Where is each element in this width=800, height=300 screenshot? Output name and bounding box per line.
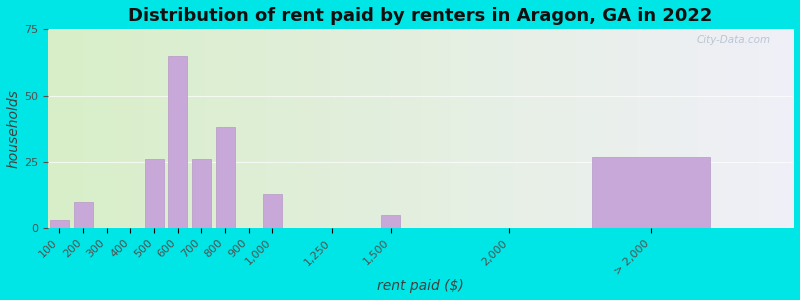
Y-axis label: households: households <box>7 89 21 168</box>
Bar <box>382 215 400 228</box>
Bar <box>50 220 69 228</box>
Bar <box>145 159 163 228</box>
X-axis label: rent paid ($): rent paid ($) <box>377 279 464 293</box>
Bar <box>192 159 211 228</box>
Bar <box>74 202 93 228</box>
Bar <box>263 194 282 228</box>
Text: City-Data.com: City-Data.com <box>697 35 770 45</box>
Bar <box>168 56 187 228</box>
Bar <box>215 128 234 228</box>
Bar <box>592 157 710 228</box>
Title: Distribution of rent paid by renters in Aragon, GA in 2022: Distribution of rent paid by renters in … <box>128 7 713 25</box>
